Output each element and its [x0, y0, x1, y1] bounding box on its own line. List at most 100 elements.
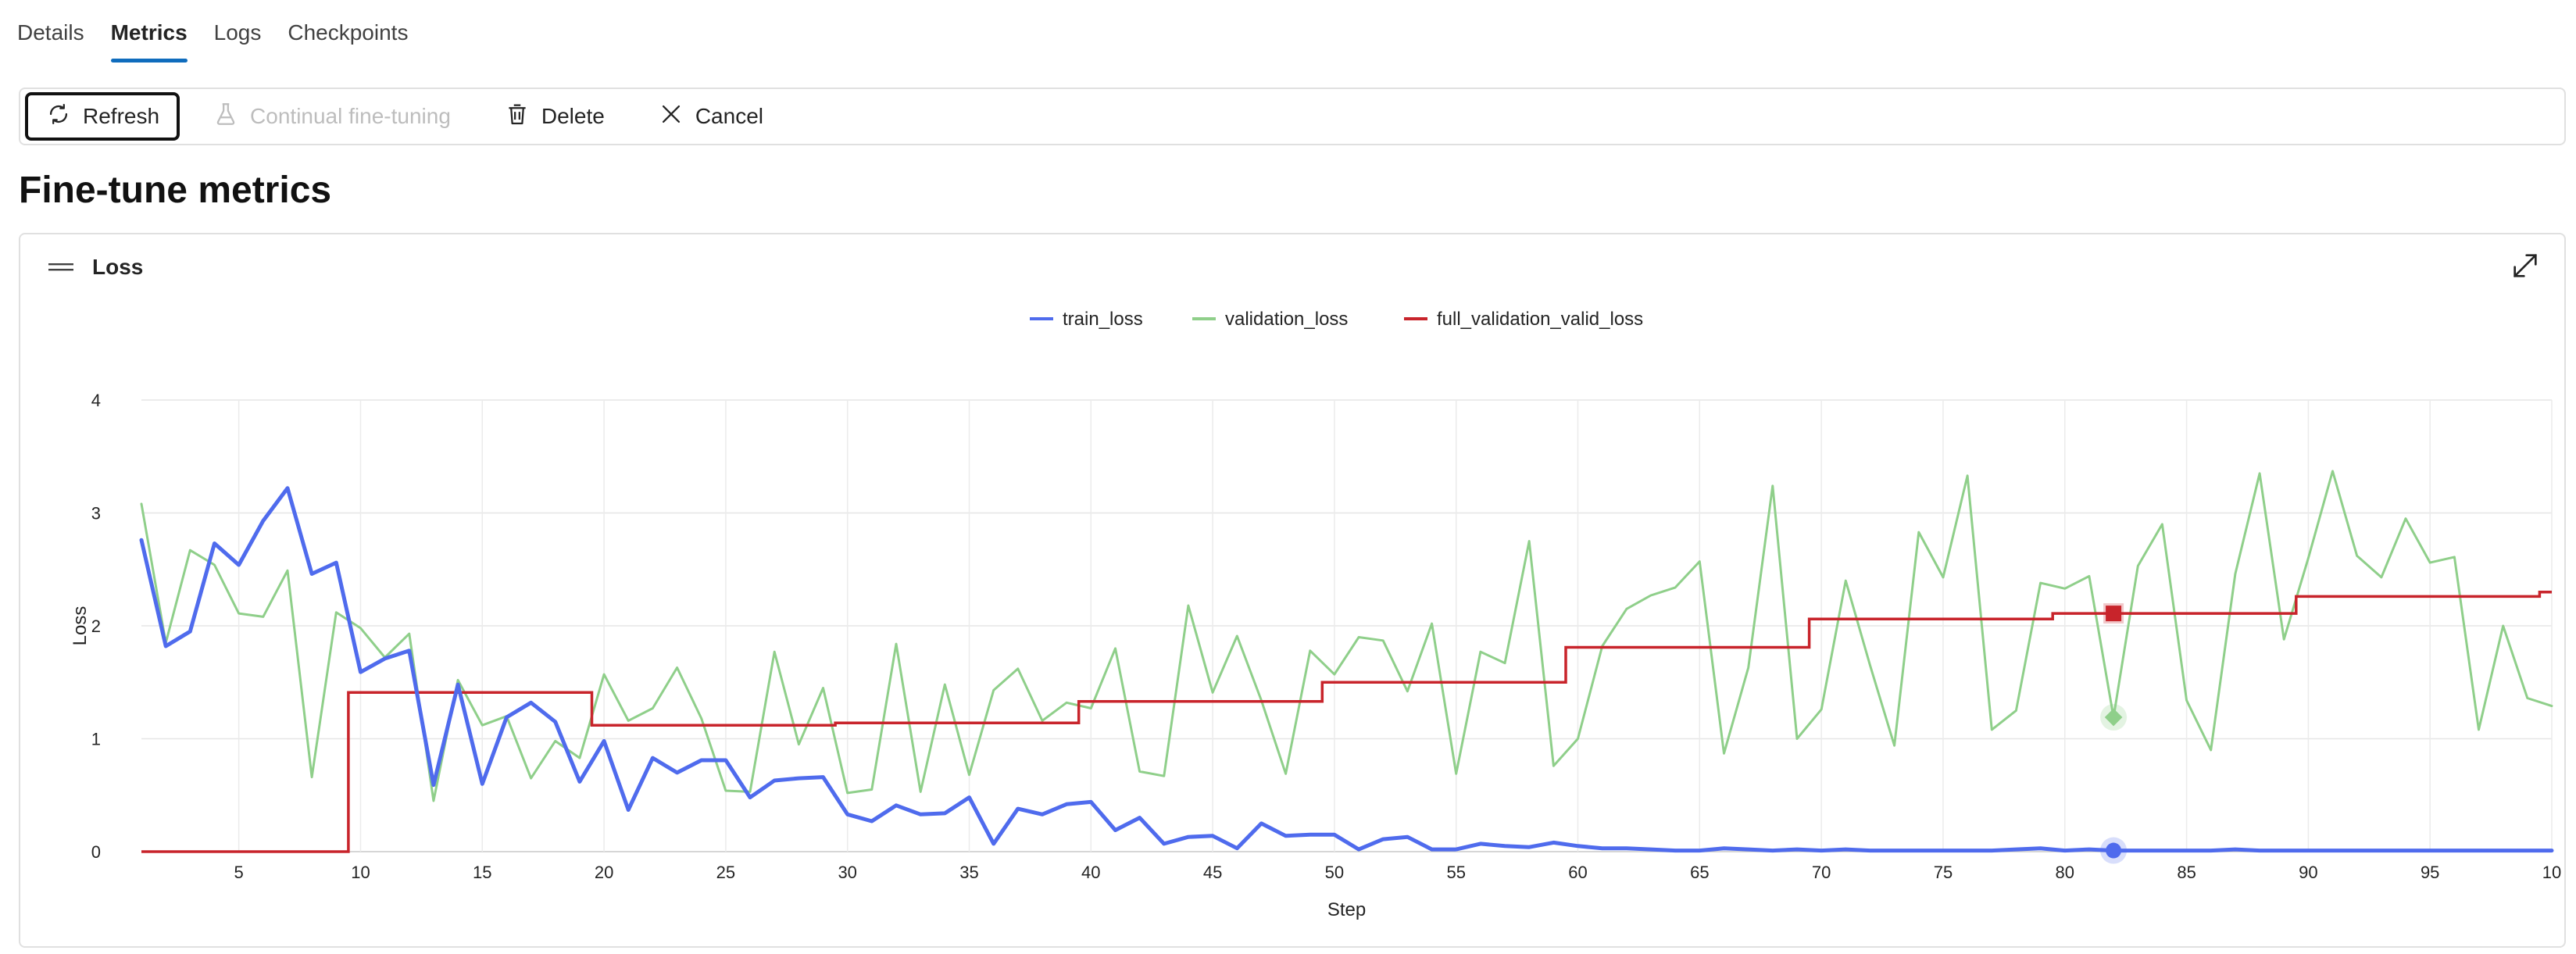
data-point-validation_loss — [1090, 707, 1091, 709]
data-point-train_loss — [1358, 849, 1359, 850]
y-tick-label: 1 — [91, 730, 101, 749]
data-point-validation_loss — [2453, 556, 2455, 558]
y-tick-label: 0 — [91, 842, 101, 862]
data-point-train_loss — [2356, 849, 2358, 851]
data-point-train_loss — [1796, 849, 1798, 850]
data-point-validation_loss — [920, 791, 921, 792]
data-point-train_loss — [1504, 845, 1506, 847]
data-point-train_loss — [1674, 849, 1676, 851]
data-point-train_loss — [627, 809, 629, 810]
data-point-validation_loss — [1017, 668, 1019, 670]
data-point-validation_loss — [774, 651, 775, 652]
tab-metrics[interactable]: Metrics — [110, 14, 188, 63]
card-title: Loss — [92, 255, 144, 279]
continual-fine-tuning-button[interactable]: Continual fine-tuning — [192, 92, 471, 141]
data-point-train_loss — [1334, 834, 1335, 835]
y-axis-title: Loss — [70, 606, 91, 646]
cancel-label: Cancel — [695, 104, 763, 128]
data-point-validation_loss — [822, 687, 824, 688]
data-point-validation_loss — [2259, 473, 2260, 474]
data-point-train_loss — [481, 783, 483, 784]
data-point-train_loss — [701, 759, 702, 761]
data-point-validation_loss — [579, 757, 581, 759]
data-point-train_loss — [2527, 849, 2528, 851]
data-point-train_loss — [1480, 843, 1481, 845]
data-point-train_loss — [1650, 849, 1652, 850]
y-tick-label: 3 — [91, 504, 101, 523]
data-point-train_loss — [1918, 849, 1920, 851]
page-title: Fine-tune metrics — [19, 170, 332, 211]
data-point-validation_loss — [1066, 702, 1067, 703]
data-point-validation_loss — [725, 790, 727, 791]
tab-bar: Details Metrics Logs Checkpoints — [17, 14, 409, 63]
legend-label-train_loss: train_loss — [1063, 309, 1143, 330]
loss-chart[interactable]: train_loss validation_loss full_validation… — [20, 234, 2564, 946]
data-point-train_loss — [1893, 849, 1895, 851]
data-point-validation_loss — [2502, 625, 2503, 627]
data-point-train_loss — [2039, 847, 2041, 849]
data-point-validation_loss — [1650, 595, 1652, 596]
data-point-train_loss — [846, 813, 848, 815]
close-icon — [658, 101, 684, 133]
data-point-train_loss — [676, 772, 677, 774]
data-point-validation_loss — [1456, 773, 1457, 774]
data-point-train_loss — [944, 813, 945, 814]
data-point-train_loss — [2210, 849, 2212, 851]
data-point-train_loss — [1626, 847, 1627, 849]
data-point-train_loss — [1601, 847, 1602, 849]
data-point-validation_loss — [968, 774, 970, 776]
delete-button[interactable]: Delete — [484, 92, 625, 141]
data-point-train_loss — [1236, 847, 1238, 849]
data-point-train_loss — [433, 784, 434, 786]
data-point-train_loss — [384, 658, 385, 659]
data-point-train_loss — [2429, 849, 2431, 851]
cancel-button[interactable]: Cancel — [638, 92, 784, 141]
data-point-validation_loss — [846, 792, 848, 794]
x-tick-label: 75 — [1934, 863, 1953, 882]
series-line-train_loss — [139, 486, 2554, 853]
data-point-train_loss — [1406, 836, 1408, 838]
data-point-validation_loss — [1114, 648, 1116, 649]
data-point-train_loss — [189, 631, 191, 632]
data-point-validation_loss — [2015, 709, 2017, 711]
data-point-train_loss — [2185, 849, 2187, 851]
data-point-train_loss — [2088, 849, 2090, 850]
data-point-train_loss — [895, 805, 897, 806]
tab-checkpoints[interactable]: Checkpoints — [288, 20, 409, 45]
data-point-validation_loss — [1358, 636, 1359, 638]
data-point-validation_loss — [1942, 577, 1944, 578]
refresh-button[interactable]: Refresh — [25, 92, 180, 141]
data-point-train_loss — [335, 562, 337, 563]
data-point-validation_loss — [1723, 752, 1724, 754]
data-point-validation_loss — [749, 791, 751, 792]
expand-icon[interactable] — [2510, 250, 2541, 281]
chart-legend: train_loss validation_loss full_validation… — [1030, 309, 1643, 330]
drag-handle-icon[interactable] — [48, 262, 73, 273]
data-point-train_loss — [359, 671, 361, 673]
data-point-validation_loss — [2185, 699, 2187, 701]
tab-logs[interactable]: Logs — [213, 20, 262, 45]
data-point-train_loss — [409, 650, 410, 652]
x-tick-label: 40 — [1081, 863, 1100, 882]
data-point-validation_loss — [1552, 765, 1554, 766]
data-point-validation_loss — [1893, 745, 1895, 746]
data-point-validation_loss — [530, 777, 531, 779]
data-point-train_loss — [2235, 849, 2236, 850]
data-point-train_loss — [1967, 849, 1968, 851]
x-tick-label: 30 — [838, 863, 856, 882]
data-point-validation_loss — [2210, 749, 2212, 751]
tab-details[interactable]: Details — [17, 20, 84, 45]
data-point-train_loss — [1114, 829, 1116, 831]
data-point-train_loss — [1869, 849, 1870, 851]
data-point-validation_loss — [287, 570, 288, 571]
flask-icon — [213, 101, 239, 133]
data-point-train_loss — [1942, 849, 1944, 851]
data-point-train_loss — [2161, 849, 2163, 851]
data-point-train_loss — [2453, 849, 2455, 851]
data-point-train_loss — [1309, 834, 1311, 835]
data-point-train_loss — [2259, 849, 2260, 851]
x-tick-label: 25 — [716, 863, 735, 882]
data-point-train_loss — [1090, 801, 1091, 802]
data-point-train_loss — [2137, 849, 2138, 851]
